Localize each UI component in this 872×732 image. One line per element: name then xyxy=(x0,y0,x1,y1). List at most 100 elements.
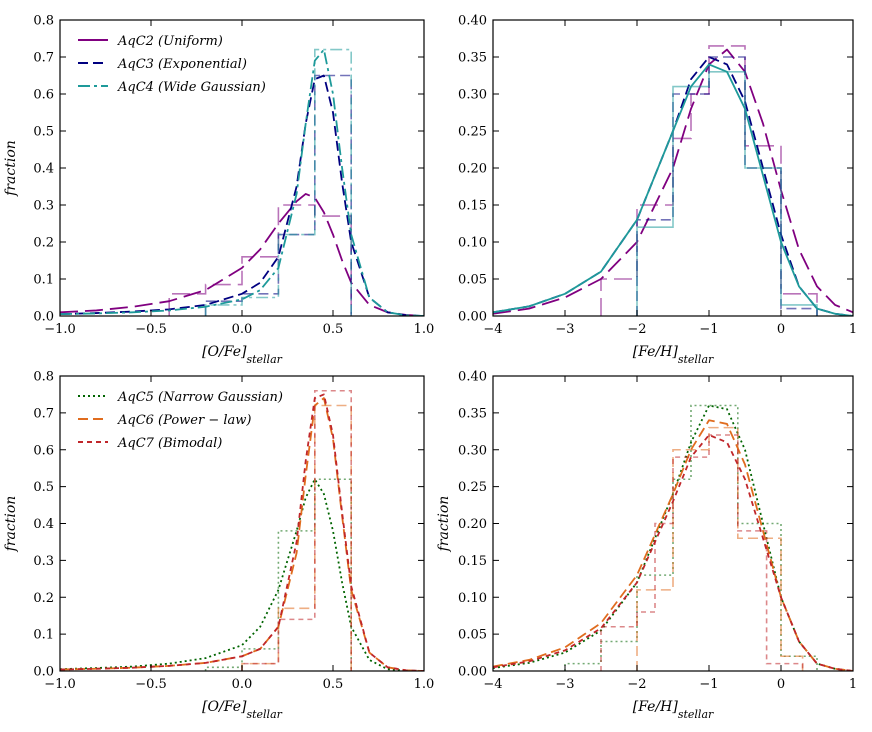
x-tick-label: 0.5 xyxy=(323,677,344,692)
series-0 xyxy=(60,478,424,671)
series-2 xyxy=(60,389,424,671)
panel-top-left: −1.0 −0.5 0.0 0.5 1.0 0.0 0.1 0.2 0.3 0.4 0.5 0.6 0.… xyxy=(3,14,434,366)
legend: AqC5 (Narrow Gaussian) AqC6 (Power − law)… xyxy=(78,390,283,451)
y-tick-label: 0.00 xyxy=(458,665,487,680)
hist-steps xyxy=(636,71,818,316)
y-tick-label: 0.20 xyxy=(458,162,487,177)
x-tick-label: 0.0 xyxy=(232,322,253,337)
x-tick-label: −4 xyxy=(483,322,502,337)
y-tick-label: 0.6 xyxy=(33,88,54,103)
hist-steps xyxy=(204,478,352,671)
y-tick-label: 0.25 xyxy=(458,480,487,495)
y-tick-label: 0.00 xyxy=(458,310,487,325)
series-2 xyxy=(493,63,853,316)
y-tick-label: 0.40 xyxy=(458,370,487,385)
x-tick-label: 1 xyxy=(849,322,857,337)
x-tick-label: −2 xyxy=(627,677,646,692)
y-tick-label: 0.3 xyxy=(33,554,54,569)
y-tick-label: 0.1 xyxy=(33,273,54,288)
x-tick-label: −1 xyxy=(699,677,718,692)
x-tick-label: 1.0 xyxy=(414,322,435,337)
x-tick-label: −1 xyxy=(699,322,718,337)
legend-label: AqC6 (Power − law) xyxy=(117,413,251,428)
y-tick-label: 0.20 xyxy=(458,517,487,532)
panel-bottom-left: −1.0 −0.5 0.0 0.5 1.0 0.0 0.1 0.2 0.3 0.4 0.5 0.6 0.… xyxy=(3,370,434,721)
hist-steps xyxy=(636,56,818,316)
y-tick-label: 0.15 xyxy=(458,554,487,569)
hist-steps xyxy=(241,389,352,671)
y-tick-label: 0.10 xyxy=(458,236,487,251)
y-tick-label: 0.35 xyxy=(458,406,487,421)
y-tick-label: 0.1 xyxy=(33,628,54,643)
x-tick-label: −3 xyxy=(555,677,574,692)
y-axis-label: fraction xyxy=(436,496,452,553)
y-tick-label: 0.7 xyxy=(33,406,54,421)
x-axis-label: [O/Fe]stellar xyxy=(202,699,283,721)
series-line xyxy=(60,478,424,671)
x-axis-label: [Fe/H]stellar xyxy=(633,699,714,721)
y-axis-label: fraction xyxy=(3,140,19,197)
series-line xyxy=(493,404,853,671)
series-1 xyxy=(60,397,424,671)
y-tick-label: 0.4 xyxy=(33,162,54,177)
series-line xyxy=(60,397,424,671)
series-line xyxy=(60,48,424,316)
x-tick-label: −0.5 xyxy=(135,322,167,337)
series-1 xyxy=(493,419,853,671)
x-axis-label: [Fe/H]stellar xyxy=(633,344,714,366)
series-line xyxy=(60,393,424,671)
x-tick-label: −1.0 xyxy=(44,322,76,337)
y-tick-label: 0.3 xyxy=(33,199,54,214)
y-tick-label: 0.30 xyxy=(458,88,487,103)
x-tick-label: −1.0 xyxy=(44,677,76,692)
y-tick-label: 0.2 xyxy=(33,236,54,251)
legend-label: AqC5 (Narrow Gaussian) xyxy=(117,390,283,405)
hist-steps xyxy=(241,404,352,671)
y-tick-label: 0.25 xyxy=(458,125,487,140)
hist-steps xyxy=(600,434,804,671)
y-tick-label: 0.5 xyxy=(33,480,54,495)
x-tick-label: 0.0 xyxy=(232,677,253,692)
y-tick-label: 0.10 xyxy=(458,591,487,606)
series-2 xyxy=(60,48,424,316)
series-0 xyxy=(60,192,424,316)
y-tick-label: 0.6 xyxy=(33,443,54,458)
x-tick-label: −3 xyxy=(555,322,574,337)
x-tick-label: 0 xyxy=(777,322,785,337)
x-tick-label: −4 xyxy=(483,677,502,692)
series-line xyxy=(493,434,853,671)
legend-label: AqC7 (Bimodal) xyxy=(117,436,222,451)
x-tick-label: 0.5 xyxy=(323,322,344,337)
y-tick-label: 0.8 xyxy=(33,14,54,29)
legend: AqC2 (Uniform) AqC3 (Exponential) AqC4 (Wi… xyxy=(78,34,266,95)
series-2 xyxy=(493,434,853,671)
series-line xyxy=(493,63,853,316)
series-line xyxy=(493,48,853,315)
y-tick-label: 0.05 xyxy=(458,628,487,643)
y-tick-label: 0.0 xyxy=(33,665,54,680)
series-0 xyxy=(493,404,853,671)
y-tick-label: 0.5 xyxy=(33,125,54,140)
legend-label: AqC2 (Uniform) xyxy=(117,34,223,49)
series-line xyxy=(60,192,424,316)
x-tick-label: 0 xyxy=(777,677,785,692)
y-tick-label: 0.15 xyxy=(458,199,487,214)
y-tick-label: 0.0 xyxy=(33,310,54,325)
x-tick-label: −2 xyxy=(627,322,646,337)
y-tick-label: 0.30 xyxy=(458,443,487,458)
x-tick-label: −0.5 xyxy=(135,677,167,692)
y-tick-label: 0.7 xyxy=(33,51,54,66)
hist-steps xyxy=(168,204,352,316)
y-tick-label: 0.4 xyxy=(33,517,54,532)
x-tick-label: 1 xyxy=(849,677,857,692)
y-tick-label: 0.35 xyxy=(458,51,487,66)
series-line xyxy=(60,74,424,316)
legend-label: AqC3 (Exponential) xyxy=(117,57,247,72)
hist-steps xyxy=(636,426,804,671)
series-line xyxy=(493,419,853,671)
panel-bottom-right: −4 −3 −2 −1 0 1 0.00 0.05 0.10 0.15 0.20 0.25 0.30 0.… xyxy=(436,370,857,721)
x-axis-label: [O/Fe]stellar xyxy=(202,344,283,366)
legend-label: AqC4 (Wide Gaussian) xyxy=(117,80,266,95)
y-tick-label: 0.05 xyxy=(458,273,487,288)
